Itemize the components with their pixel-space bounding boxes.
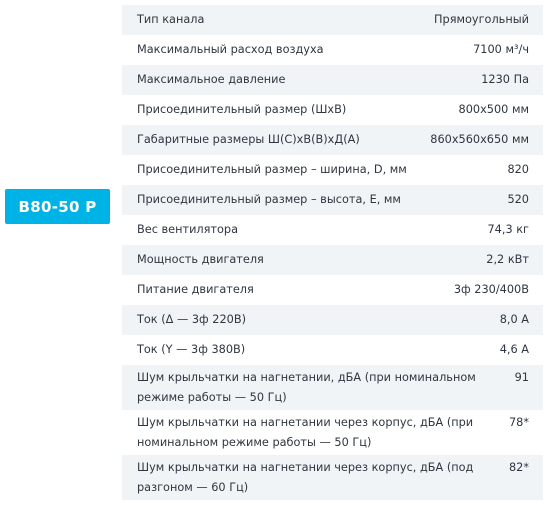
spec-value: 78* (508, 416, 529, 429)
spec-label: Максимальное давление (137, 73, 286, 86)
spec-label: Тип канала (137, 13, 205, 26)
spec-row-max-pressure: Максимальное давление 1230 Па (122, 65, 543, 95)
spec-table: Тип канала Прямоугольный Максимальный ра… (122, 5, 543, 500)
spec-row-fan-weight: Вес вентилятора 74,3 кг (122, 215, 543, 245)
spec-label: Мощность двигателя (137, 253, 264, 266)
spec-row-overall-dimensions: Габаритные размеры Ш(С)хВ(В)хД(А) 860х56… (122, 125, 543, 155)
spec-label: Габаритные размеры Ш(С)хВ(В)хД(А) (137, 133, 360, 146)
spec-value: 820 (507, 163, 529, 176)
spec-value: 520 (507, 193, 529, 206)
spec-value: 800х500 мм (458, 103, 529, 116)
spec-label: Максимальный расход воздуха (137, 43, 324, 56)
spec-label: Присоединительный размер (ШхВ) (137, 103, 347, 116)
spec-label: Шум крыльчатки на нагнетании, дБА (при н… (137, 371, 476, 404)
spec-value: 3ф 230/400В (453, 283, 529, 296)
spec-label: Ток (Y — 3ф 380В) (137, 343, 246, 356)
spec-value: 1230 Па (481, 73, 529, 86)
spec-row-connection-width: Присоединительный размер – ширина, D, мм… (122, 155, 543, 185)
spec-row-max-airflow: Максимальный расход воздуха 7100 м³/ч (122, 35, 543, 65)
spec-value: 74,3 кг (487, 223, 529, 236)
spec-label: Шум крыльчатки на нагнетании через корпу… (137, 461, 474, 494)
spec-row-duct-type: Тип канала Прямоугольный (122, 5, 543, 35)
spec-row-connection-height: Присоединительный размер – высота, E, мм… (122, 185, 543, 215)
spec-value: 4,6 А (499, 343, 529, 356)
spec-label: Вес вентилятора (137, 223, 239, 236)
spec-label: Ток (Δ — 3ф 220В) (137, 313, 246, 326)
spec-row-motor-power: Мощность двигателя 2,2 кВт (122, 245, 543, 275)
spec-row-current-delta: Ток (Δ — 3ф 220В) 8,0 А (122, 305, 543, 335)
spec-row-noise-casing-nominal: Шум крыльчатки на нагнетании через корпу… (122, 410, 543, 455)
spec-row-current-star: Ток (Y — 3ф 380В) 4,6 А (122, 335, 543, 365)
spec-label: Присоединительный размер – ширина, D, мм (137, 163, 407, 176)
spec-value: 860х560х650 мм (430, 133, 529, 146)
spec-value: Прямоугольный (434, 13, 529, 26)
spec-label: Присоединительный размер – высота, E, мм (137, 193, 401, 206)
spec-row-noise-discharge: Шум крыльчатки на нагнетании, дБА (при н… (122, 365, 543, 410)
spec-label: Питание двигателя (137, 283, 254, 296)
spec-value: 91 (514, 371, 529, 384)
spec-row-noise-casing-boost: Шум крыльчатки на нагнетании через корпу… (122, 455, 543, 500)
spec-value: 2,2 кВт (486, 253, 529, 266)
spec-value: 82* (508, 461, 529, 474)
spec-row-connection-size: Присоединительный размер (ШхВ) 800х500 м… (122, 95, 543, 125)
spec-label: Шум крыльчатки на нагнетании через корпу… (137, 416, 474, 449)
model-badge: B80-50 P (5, 189, 110, 224)
spec-row-motor-supply: Питание двигателя 3ф 230/400В (122, 275, 543, 305)
spec-value: 7100 м³/ч (473, 43, 529, 56)
spec-value: 8,0 А (499, 313, 529, 326)
